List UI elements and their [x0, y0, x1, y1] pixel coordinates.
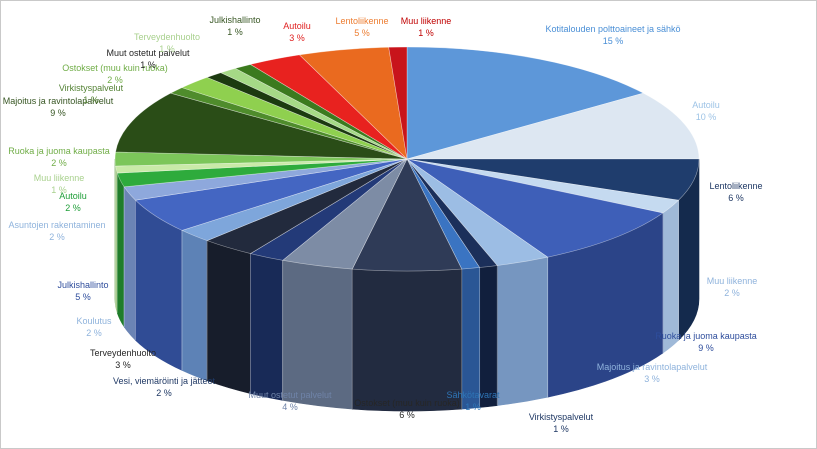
pie-side-12: [206, 240, 251, 394]
slice-label-4: Muu liikenne: [707, 276, 758, 286]
pie-side-16: [117, 172, 125, 328]
slice-label-20: Virkistyspalvelut: [59, 83, 124, 93]
slice-value-label-17: 1 %: [51, 185, 67, 195]
slice-label-25: Autoilu: [283, 21, 311, 31]
slice-label-5: Ruoka ja juoma kaupasta: [655, 331, 757, 341]
slice-label-17: Muu liikenne: [34, 173, 85, 183]
slice-label-12: Terveydenhuolto: [90, 348, 156, 358]
slice-label-2: Autoilu: [692, 100, 720, 110]
slice-label-8: Sähkötavarat: [446, 390, 500, 400]
slice-label-27: Muu liikenne: [401, 16, 452, 26]
pie-slice-27: [388, 46, 408, 160]
slice-label-23: Terveydenhuolto: [134, 32, 200, 42]
slice-value-label-15: 2 %: [49, 232, 65, 242]
slice-value-label-4: 2 %: [724, 288, 740, 298]
slice-label-19: Majoitus ja ravintolapalvelut: [3, 96, 114, 106]
slice-value-label-10: 4 %: [282, 402, 298, 412]
slice-label-26: Lentoliikenne: [335, 16, 388, 26]
pie-side-6: [496, 256, 548, 406]
pie-slice-19: [115, 92, 408, 160]
slice-value-label-11: 2 %: [156, 388, 172, 398]
slice-label-18: Ruoka ja juoma kaupasta: [8, 146, 110, 156]
slice-value-label-22: 1 %: [140, 60, 156, 70]
slice-value-label-6: 3 %: [644, 374, 660, 384]
slice-value-label-21: 2 %: [107, 75, 123, 85]
pie-side-8: [461, 267, 480, 410]
pie-side-15: [123, 185, 136, 341]
slice-value-label-12: 3 %: [115, 360, 131, 370]
slice-value-label-25: 3 %: [289, 33, 305, 43]
pie-slice-1: [406, 46, 645, 160]
slice-value-label-27: 1 %: [418, 28, 434, 38]
pie-tops: [114, 46, 700, 272]
slice-label-9: Ostokset (muu kuin ruoka): [354, 398, 460, 408]
slice-label-21: Ostokset (muu kuin ruoka): [62, 63, 168, 73]
slice-value-label-20: 1 %: [83, 95, 99, 105]
slice-value-label-14: 5 %: [75, 292, 91, 302]
slice-label-10: Muut ostetut palvelut: [248, 390, 332, 400]
slice-value-label-24: 1 %: [227, 27, 243, 37]
pie-labels: Kotitalouden polttoaineet ja sähkö 15 % Au…: [3, 15, 763, 434]
slice-label-14: Julkishallinto: [57, 280, 108, 290]
slice-label-11: Vesi, viemäröinti ja jätteet: [113, 376, 216, 386]
slice-value-label-7: 1 %: [553, 424, 569, 434]
slice-value-label-13: 2 %: [86, 328, 102, 338]
slice-label-16: Autoilu: [59, 191, 87, 201]
slice-label-1: Kotitalouden polttoaineet ja sähkö: [545, 24, 680, 34]
slice-label-15: Asuntojen rakentaminen: [8, 220, 105, 230]
slice-value-label-1: 15 %: [603, 36, 624, 46]
slice-label-24: Julkishallinto: [209, 15, 260, 25]
pie-sides: [114, 158, 700, 412]
pie-side-11: [250, 253, 283, 401]
slice-value-label-5: 9 %: [698, 343, 714, 353]
pie-side-7: [479, 265, 498, 408]
slice-value-label-26: 5 %: [354, 28, 370, 38]
slice-value-label-18: 2 %: [51, 158, 67, 168]
slice-value-label-16: 2 %: [65, 203, 81, 213]
pie-side-9: [351, 268, 463, 412]
slice-label-13: Koulutus: [76, 316, 112, 326]
slice-value-label-9: 6 %: [399, 410, 415, 420]
slice-value-label-19: 9 %: [50, 108, 66, 118]
pie-side-13: [181, 229, 208, 382]
slice-label-3: Lentoliikenne: [709, 181, 762, 191]
slice-value-label-23: 1 %: [159, 44, 175, 54]
pie-slice-2: [406, 92, 700, 160]
pie-slice-5: [406, 158, 664, 258]
slice-label-6: Majoitus ja ravintolapalvelut: [597, 362, 708, 372]
pie-side-10: [282, 259, 353, 410]
slice-value-label-3: 6 %: [728, 193, 744, 203]
slice-label-7: Virkistyspalvelut: [529, 412, 594, 422]
slice-value-label-8: 1 %: [465, 402, 481, 412]
slice-value-label-2: 10 %: [696, 112, 717, 122]
slice-label-22: Muut ostetut palvelut: [106, 48, 190, 58]
